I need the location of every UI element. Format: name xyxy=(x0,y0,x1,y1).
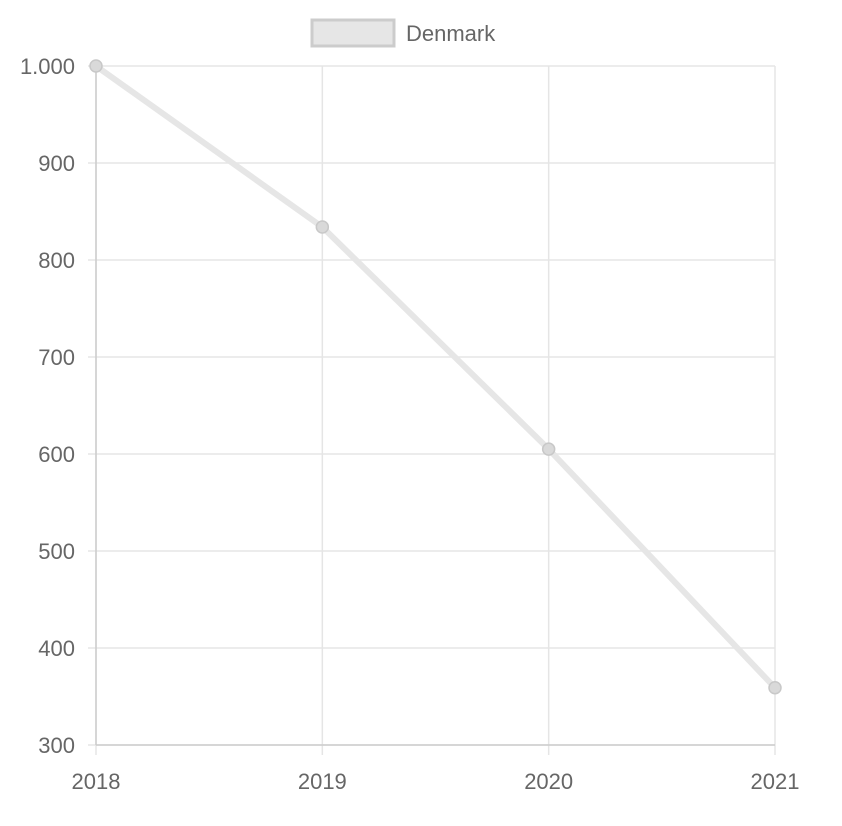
y-tick-label: 900 xyxy=(38,151,75,176)
y-tick-label: 800 xyxy=(38,248,75,273)
legend[interactable]: Denmark xyxy=(310,18,496,48)
data-point[interactable] xyxy=(315,220,330,234)
grid xyxy=(88,65,776,755)
series-layer xyxy=(89,59,782,695)
tick-labels: 300 400 500 600 700 800 900 1.000 2018 2019 2020 20… xyxy=(20,54,800,794)
y-tick-label: 700 xyxy=(38,345,75,370)
axes xyxy=(95,66,775,746)
data-point[interactable] xyxy=(541,442,556,456)
y-tick-label: 1.000 xyxy=(20,54,75,79)
series-line xyxy=(93,63,778,691)
y-tick-label: 500 xyxy=(38,539,75,564)
data-point[interactable] xyxy=(89,59,103,73)
y-tick-label: 400 xyxy=(38,636,75,661)
legend-swatch[interactable] xyxy=(310,18,396,48)
y-tick-label: 300 xyxy=(38,733,75,758)
x-tick-label: 2020 xyxy=(524,769,573,794)
x-tick-label: 2019 xyxy=(298,769,347,794)
x-tick-label: 2021 xyxy=(751,769,800,794)
y-tick-label: 600 xyxy=(38,442,75,467)
x-tick-label: 2018 xyxy=(72,769,121,794)
data-point[interactable] xyxy=(768,681,782,695)
legend-label[interactable]: Denmark xyxy=(406,21,496,46)
